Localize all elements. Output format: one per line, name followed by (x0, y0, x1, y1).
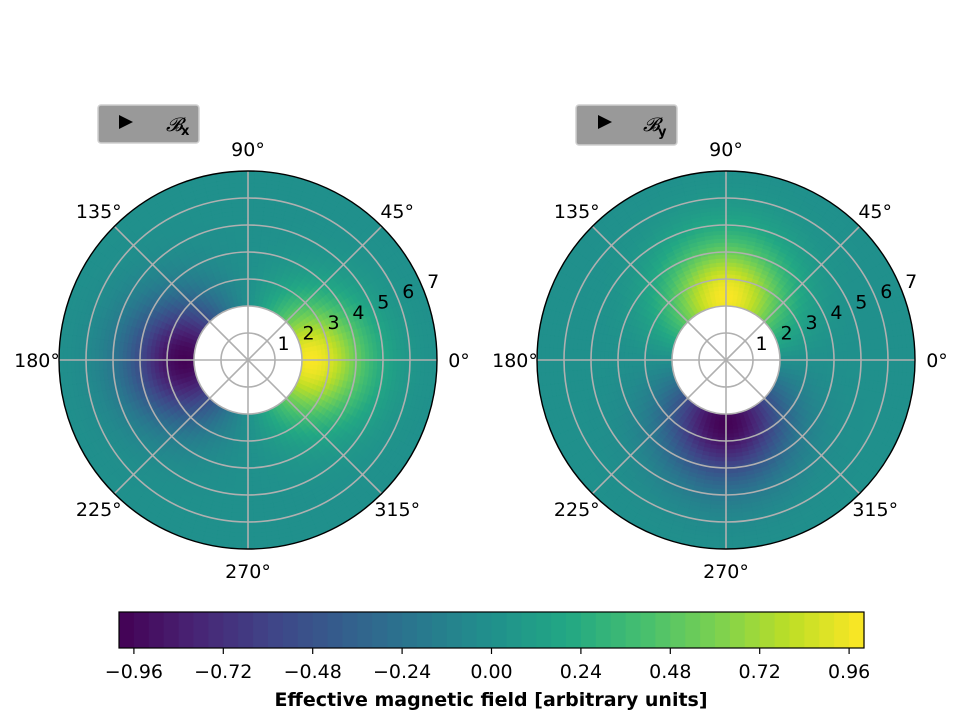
radial-tick-label: 2 (302, 322, 314, 344)
heatmap-field-bx (59, 171, 437, 549)
angle-tick-label: 270° (225, 561, 271, 583)
button-label-subscript: x (181, 124, 190, 139)
polar-panel-by: 0°45°90°135°180°225°270°315°1 2 3 4 5 6 7 𝓑 y (492, 104, 948, 583)
heatmap-cell (795, 354, 801, 361)
angular-gridline (247, 359, 383, 495)
heatmap-cell (317, 354, 323, 361)
heatmap-cell (651, 359, 657, 366)
heatmap-cell (321, 354, 327, 361)
angular-gridline (247, 225, 383, 361)
angle-tick-label: 180° (14, 350, 60, 372)
polar-grid-bx (58, 170, 438, 550)
heatmap-cell (647, 359, 653, 366)
heatmap-field-by (537, 171, 915, 549)
angular-gridline (113, 225, 249, 361)
heatmap-cell (807, 353, 813, 361)
polar-panel-bx: 0° 45° 90° 135° 180° 225° 270° 315° 1 2 3 4 5 6 7 𝓑 x (14, 104, 470, 583)
radial-tick-label: 5 (377, 291, 389, 313)
angular-gridline (113, 359, 249, 495)
angle-tick-label: 0° (448, 350, 470, 372)
heatmap-cell (161, 359, 167, 367)
angle-tick-label: 135° (76, 201, 122, 223)
radial-tick-label: 3 (327, 312, 339, 334)
radial-tick-label: 4 (352, 302, 364, 324)
angle-tick-label: 45° (380, 201, 414, 223)
polar-tick-labels-bx: 0° 45° 90° 135° 180° 225° 270° 315° 1 2 3 4 5 6 7 (14, 139, 470, 583)
animate-bx-button[interactable]: 𝓑 x (97, 104, 200, 144)
heatmap-cell (169, 359, 175, 366)
heatmap-cell (639, 359, 645, 367)
button-label-b: 𝓑 (166, 114, 186, 136)
polar-outline (58, 170, 438, 550)
heatmap-cell (173, 359, 179, 366)
heatmap-cell (799, 354, 805, 361)
angle-tick-label: 90° (231, 139, 265, 161)
angle-tick-label: 315° (374, 499, 420, 521)
angle-tick-label: 225° (76, 499, 122, 521)
radial-tick-label: 1 (278, 333, 290, 355)
play-icon (119, 115, 133, 129)
radial-tick-label: 7 (427, 271, 439, 293)
radial-tick-label: 6 (402, 281, 414, 303)
heatmap-cell (329, 353, 335, 361)
